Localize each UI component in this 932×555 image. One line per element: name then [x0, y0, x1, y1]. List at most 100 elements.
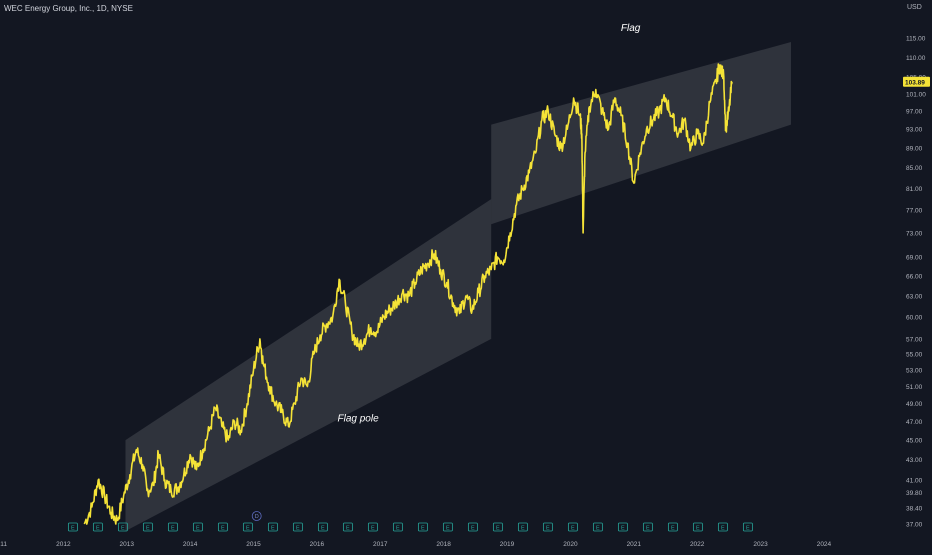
earnings-marker-label: E: [671, 526, 675, 532]
earnings-marker[interactable]: [492, 522, 503, 532]
x-tick-label: 2018: [436, 541, 451, 548]
earnings-marker-label: E: [696, 526, 700, 532]
x-tick-label: 2024: [817, 541, 832, 548]
earnings-marker[interactable]: [692, 522, 703, 532]
earnings-marker-label: E: [571, 526, 575, 532]
earnings-marker[interactable]: [317, 522, 328, 532]
annotation-flag: Flag: [621, 23, 641, 34]
y-tick-label: 55.00: [906, 352, 923, 359]
earnings-marker[interactable]: [642, 522, 653, 532]
earnings-marker-label: E: [521, 526, 525, 532]
x-tick-label: 2013: [120, 541, 135, 548]
earnings-marker-label: E: [321, 526, 325, 532]
earnings-marker[interactable]: [217, 522, 228, 532]
y-tick-label: 41.00: [906, 478, 923, 485]
earnings-marker-label: E: [596, 526, 600, 532]
earnings-marker-label: E: [621, 526, 625, 532]
y-tick-label: 53.00: [906, 368, 923, 375]
x-tick-label: 2021: [627, 541, 642, 548]
earnings-marker-label: E: [721, 526, 725, 532]
earnings-marker-label: E: [121, 526, 125, 532]
x-tick-label: 2014: [183, 541, 198, 548]
earnings-marker[interactable]: [717, 522, 728, 532]
earnings-marker-label: E: [96, 526, 100, 532]
earnings-marker[interactable]: [192, 522, 203, 532]
y-tick-label: 85.00: [906, 165, 923, 172]
x-tick-label: 2011: [0, 541, 7, 548]
earnings-marker-label: E: [221, 526, 225, 532]
earnings-marker[interactable]: [617, 522, 628, 532]
y-tick-label: 43.00: [906, 457, 923, 464]
earnings-marker[interactable]: [242, 522, 253, 532]
channel-band-1: [125, 199, 492, 531]
y-tick-label: 115.00: [906, 36, 926, 43]
x-tick-label: 2017: [373, 541, 388, 548]
y-tick-label: 110.00: [906, 55, 926, 62]
y-tick-label: 37.00: [906, 521, 923, 528]
earnings-marker[interactable]: [142, 522, 153, 532]
earnings-marker[interactable]: [367, 522, 378, 532]
earnings-marker[interactable]: [417, 522, 428, 532]
earnings-marker-label: E: [171, 526, 175, 532]
earnings-marker[interactable]: [67, 522, 78, 532]
earnings-marker[interactable]: [592, 522, 603, 532]
earnings-marker[interactable]: [392, 522, 403, 532]
earnings-marker[interactable]: [342, 522, 353, 532]
earnings-marker[interactable]: [167, 522, 178, 532]
x-tick-label: 2023: [753, 541, 768, 548]
earnings-marker[interactable]: [567, 522, 578, 532]
earnings-marker[interactable]: [292, 522, 303, 532]
y-tick-label: 51.00: [906, 384, 923, 391]
x-tick-label: 2015: [246, 541, 261, 548]
dividend-marker-label: D: [255, 514, 259, 520]
currency-label: USD: [907, 4, 922, 11]
y-tick-label: 101.00: [906, 91, 926, 98]
last-price-marker: [903, 76, 930, 87]
earnings-marker-label: E: [346, 526, 350, 532]
y-tick-label: 47.00: [906, 419, 923, 426]
y-tick-label: 97.00: [906, 109, 923, 116]
earnings-marker[interactable]: [442, 522, 453, 532]
y-tick-label: 77.00: [906, 208, 923, 215]
earnings-marker[interactable]: [517, 522, 528, 532]
y-tick-label: 73.00: [906, 230, 923, 237]
y-tick-label: 89.00: [906, 146, 923, 153]
y-tick-label: 39.80: [906, 490, 923, 497]
earnings-marker-label: E: [71, 526, 75, 532]
y-tick-label: 57.00: [906, 336, 923, 343]
x-tick-label: 2016: [310, 541, 325, 548]
y-tick-label: 66.00: [906, 274, 923, 281]
y-tick-label: 49.00: [906, 401, 923, 408]
earnings-marker[interactable]: [117, 522, 128, 532]
price-line[interactable]: [83, 63, 733, 525]
earnings-marker-label: E: [371, 526, 375, 532]
earnings-marker[interactable]: [267, 522, 278, 532]
channel-band-2: [491, 41, 791, 225]
earnings-marker-label: E: [471, 526, 475, 532]
earnings-marker-label: E: [496, 526, 500, 532]
earnings-marker[interactable]: [92, 522, 103, 532]
y-tick-label: 45.00: [906, 438, 923, 445]
x-tick-label: 2022: [690, 541, 705, 548]
y-tick-label: 38.40: [906, 506, 923, 513]
y-tick-label: 93.00: [906, 127, 923, 134]
earnings-marker-label: E: [196, 526, 200, 532]
earnings-marker[interactable]: [542, 522, 553, 532]
last-price-label: 103.89: [905, 79, 925, 86]
earnings-marker-label: E: [296, 526, 300, 532]
earnings-marker-label: E: [246, 526, 250, 532]
dividend-marker[interactable]: [251, 511, 262, 521]
earnings-marker-label: E: [146, 526, 150, 532]
earnings-marker[interactable]: [742, 522, 753, 532]
y-tick-label: 63.00: [906, 294, 923, 301]
earnings-marker-label: E: [396, 526, 400, 532]
y-tick-label: 69.00: [906, 255, 923, 262]
earnings-marker-label: E: [546, 526, 550, 532]
x-tick-label: 2012: [56, 541, 71, 548]
earnings-marker-label: E: [646, 526, 650, 532]
earnings-marker[interactable]: [467, 522, 478, 532]
earnings-marker[interactable]: [667, 522, 678, 532]
earnings-marker-label: E: [271, 526, 275, 532]
